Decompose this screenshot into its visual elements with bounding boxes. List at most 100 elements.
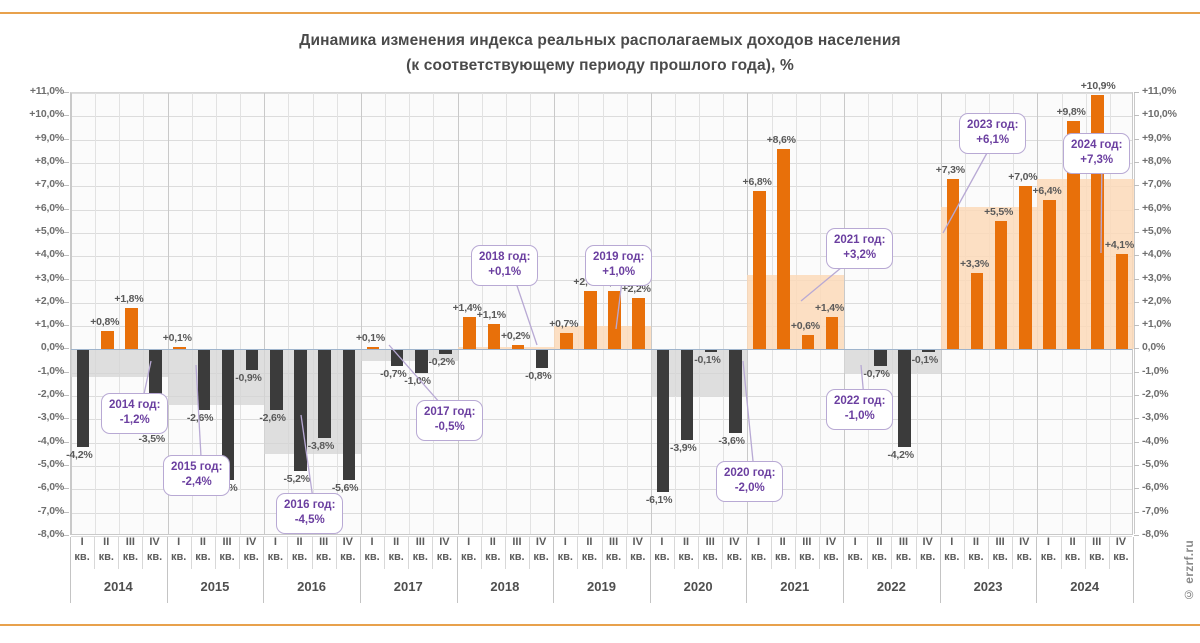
x-axis-quarter-label: II кв. <box>763 535 803 565</box>
x-axis-quarter-separator <box>312 537 313 569</box>
y-axis-tick-mark <box>64 208 69 210</box>
y-axis-tick-mark <box>1134 208 1139 210</box>
quarter-suffix: кв. <box>847 551 863 563</box>
bar-value-label: +6,8% <box>742 175 772 188</box>
y-axis-tick-mark <box>1134 418 1139 420</box>
x-axis-quarter-separator <box>529 537 530 569</box>
y-axis-tick-label: 0,0% <box>40 341 64 354</box>
y-axis-tick-mark <box>1134 465 1139 467</box>
x-axis-quarter-separator <box>577 537 578 569</box>
y-axis-tick-mark <box>64 161 69 163</box>
quarter-bar <box>970 272 984 350</box>
bar-value-label: +9,8% <box>1056 105 1086 118</box>
callout-year-label: 2023 год: <box>967 119 1019 131</box>
quarter-roman-numeral: I <box>950 536 954 548</box>
quarter-bar <box>1043 200 1056 350</box>
quarter-bar <box>270 349 283 411</box>
quarter-suffix: кв. <box>436 551 453 563</box>
gridline-quarter <box>119 93 120 534</box>
quarter-bar <box>1067 120 1080 350</box>
x-axis-year-separator <box>360 537 361 603</box>
y-axis-tick-mark <box>64 348 69 350</box>
x-axis-quarter-separator <box>1012 537 1013 569</box>
y-axis-tick-mark <box>64 301 69 303</box>
quarter-bar <box>825 316 839 350</box>
quarter-roman-numeral: II <box>489 536 496 548</box>
y-axis-tick-label: -4,0% <box>37 434 65 447</box>
callout-value-label: +7,3% <box>1080 154 1114 166</box>
gridline-horizontal <box>71 162 1132 164</box>
callout-value-label: -2,0% <box>734 482 765 494</box>
x-axis-quarter-label: III кв. <box>304 535 344 565</box>
plot-area: -4,2% +0,8% +1,8% -3,5% +0,1% -2,6% -5,6% -0,9%… <box>66 80 1135 537</box>
gridline-quarter <box>385 93 386 534</box>
quarter-roman-numeral: I <box>80 536 84 548</box>
x-axis-year-label: 2023 <box>973 579 1003 594</box>
y-axis-tick-mark <box>64 185 69 187</box>
x-axis-quarter-separator <box>118 537 119 569</box>
bar-value-label: +7,3% <box>935 164 965 177</box>
quarter-bar <box>221 349 235 481</box>
y-axis-tick-mark <box>1134 255 1139 257</box>
bar-value-label: +7,0% <box>1008 171 1038 184</box>
quarter-roman-numeral: II <box>876 536 883 548</box>
quarter-bar <box>390 349 404 366</box>
x-axis-year-separator <box>1036 537 1037 603</box>
annual-average-callout: 2020 год: -2,0% <box>716 461 784 502</box>
callout-year-label: 2019 год: <box>593 251 645 263</box>
quarter-roman-numeral: I <box>467 536 471 548</box>
chart-title-line1: Динамика изменения индекса реальных расп… <box>299 32 901 49</box>
quarter-roman-numeral: IV <box>439 536 450 548</box>
x-axis-year-label: 2019 <box>587 579 616 594</box>
quarter-bar <box>704 349 718 352</box>
x-axis-year-separator <box>746 537 747 603</box>
y-axis-tick-label: -6,0% <box>37 481 65 494</box>
callout-value-label: -1,2% <box>119 414 150 426</box>
quarter-suffix: кв. <box>944 551 960 563</box>
quarter-bar <box>125 307 138 350</box>
y-axis-tick-label: -5,0% <box>1142 458 1169 471</box>
quarter-bar <box>729 349 742 434</box>
quarter-suffix: кв. <box>122 551 139 563</box>
gridline-horizontal <box>71 466 1132 468</box>
x-axis-quarter-label: IV кв. <box>811 535 851 565</box>
gridline-quarter <box>143 93 144 534</box>
x-axis-quarter-separator <box>988 537 989 569</box>
y-axis-tick-mark <box>1134 511 1139 513</box>
quarter-suffix: кв. <box>267 551 283 563</box>
quarter-roman-numeral: III <box>1092 536 1102 548</box>
y-axis-tick-mark <box>64 511 69 513</box>
quarter-roman-numeral: II <box>296 536 303 548</box>
bar-value-label: -0,7% <box>863 367 890 380</box>
y-axis-tick-label: +5,0% <box>1142 224 1172 237</box>
quarter-suffix: кв. <box>895 551 912 563</box>
quarter-roman-numeral: I <box>177 536 181 548</box>
callout-value-label: +6,1% <box>976 134 1010 146</box>
quarter-roman-numeral: II <box>682 536 690 548</box>
bar-value-label: +1,8% <box>114 292 144 305</box>
y-axis-tick-label: 0,0% <box>1142 341 1166 354</box>
y-axis-tick-mark <box>64 418 69 420</box>
y-axis-tick-mark <box>64 441 69 443</box>
y-axis-tick-mark <box>1134 348 1139 350</box>
quarter-roman-numeral: II <box>779 536 786 548</box>
quarter-suffix: кв. <box>146 551 163 563</box>
quarter-suffix: кв. <box>460 551 477 563</box>
x-axis-quarter-separator <box>626 537 627 569</box>
quarter-roman-numeral: II <box>199 536 206 548</box>
gridline-horizontal <box>71 536 1132 537</box>
gridline-quarter <box>627 93 628 534</box>
quarter-bar <box>100 330 114 350</box>
bar-value-label: -2,6% <box>186 412 214 425</box>
x-axis-year-separator <box>553 537 554 603</box>
gridline-year <box>264 93 265 534</box>
y-axis-tick-mark <box>1134 231 1139 233</box>
y-axis-tick-label: +3,0% <box>34 271 64 284</box>
y-axis-tick-mark <box>64 465 69 467</box>
quarter-bar <box>197 349 211 411</box>
y-axis-tick-label: -2,0% <box>37 388 65 401</box>
bar-value-label: -0,8% <box>525 370 552 383</box>
callout-year-label: 2014 год: <box>109 399 161 411</box>
x-axis-quarter-separator <box>215 537 216 569</box>
quarter-suffix: кв. <box>1064 551 1081 563</box>
